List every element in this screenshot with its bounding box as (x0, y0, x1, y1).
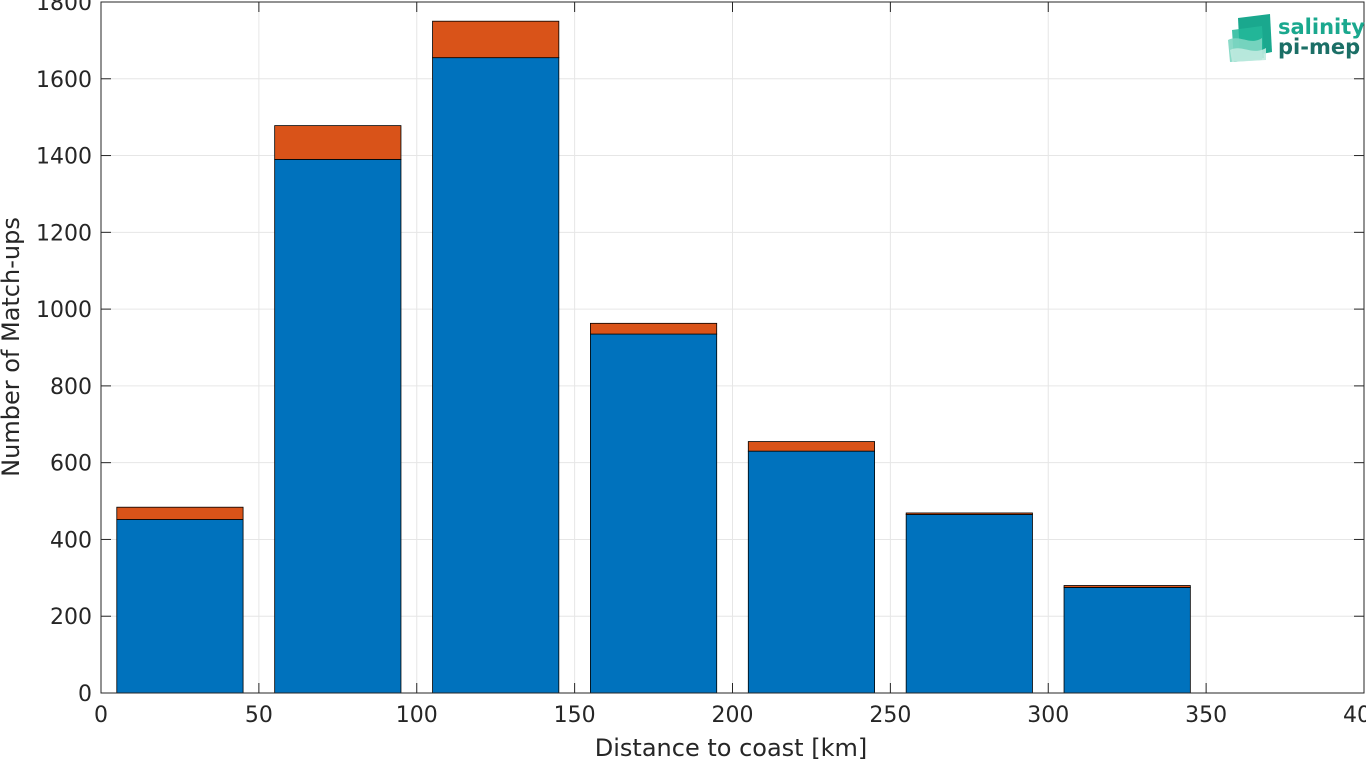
y-tick-label: 1600 (36, 68, 92, 93)
bar-series1-bin1 (116, 519, 244, 694)
y-axis-ticks: 0 200 400 600 800 1000 1200 1400 1600 1800 (36, 0, 1364, 707)
x-tick-label: 250 (869, 703, 911, 728)
y-tick-label: 600 (50, 452, 92, 477)
bar-series1-bin2 (274, 158, 402, 694)
bar-series2-bin5 (747, 441, 875, 452)
bar-series1-bin7 (1063, 587, 1191, 694)
bar-series2-bin1 (116, 506, 244, 520)
bar-series2-bin7 (1063, 585, 1191, 588)
x-tick-label: 400 (1343, 703, 1366, 728)
y-tick-label: 800 (50, 375, 92, 400)
bar-series1-bin5 (747, 450, 875, 694)
y-tick-label: 0 (78, 682, 92, 707)
x-axis-ticks: 0 50 100 150 200 250 300 350 400 (94, 2, 1366, 728)
wave-logo-icon (1228, 14, 1272, 62)
x-tick-label: 200 (712, 703, 754, 728)
y-tick-label: 1200 (36, 221, 92, 246)
logo-text-salinity: salinity (1278, 15, 1365, 39)
x-axis-label: Distance to coast [km] (595, 734, 867, 761)
bars-group (116, 20, 1191, 694)
y-tick-label: 1400 (36, 145, 92, 170)
y-tick-label: 1800 (36, 0, 92, 16)
bar-series2-bin3 (432, 20, 560, 59)
bar-series1-bin4 (590, 333, 718, 694)
bar-series1-bin3 (432, 57, 560, 694)
x-tick-label: 50 (245, 703, 273, 728)
y-tick-label: 400 (50, 528, 92, 553)
bar-series2-bin2 (274, 125, 402, 160)
x-tick-label: 0 (94, 703, 108, 728)
salinity-pi-mep-logo: salinity pi-mep (1228, 14, 1365, 62)
logo-text-pi-mep: pi-mep (1278, 35, 1360, 59)
y-axis-label: Number of Match-ups (0, 217, 25, 477)
y-tick-label: 200 (50, 605, 92, 630)
x-tick-label: 350 (1185, 703, 1227, 728)
bar-series1-bin6 (905, 514, 1033, 694)
x-tick-label: 100 (396, 703, 438, 728)
bar-series2-bin6 (905, 512, 1033, 515)
y-tick-label: 1000 (36, 298, 92, 323)
x-tick-label: 150 (554, 703, 596, 728)
x-tick-label: 300 (1027, 703, 1069, 728)
bar-series2-bin4 (590, 322, 718, 335)
